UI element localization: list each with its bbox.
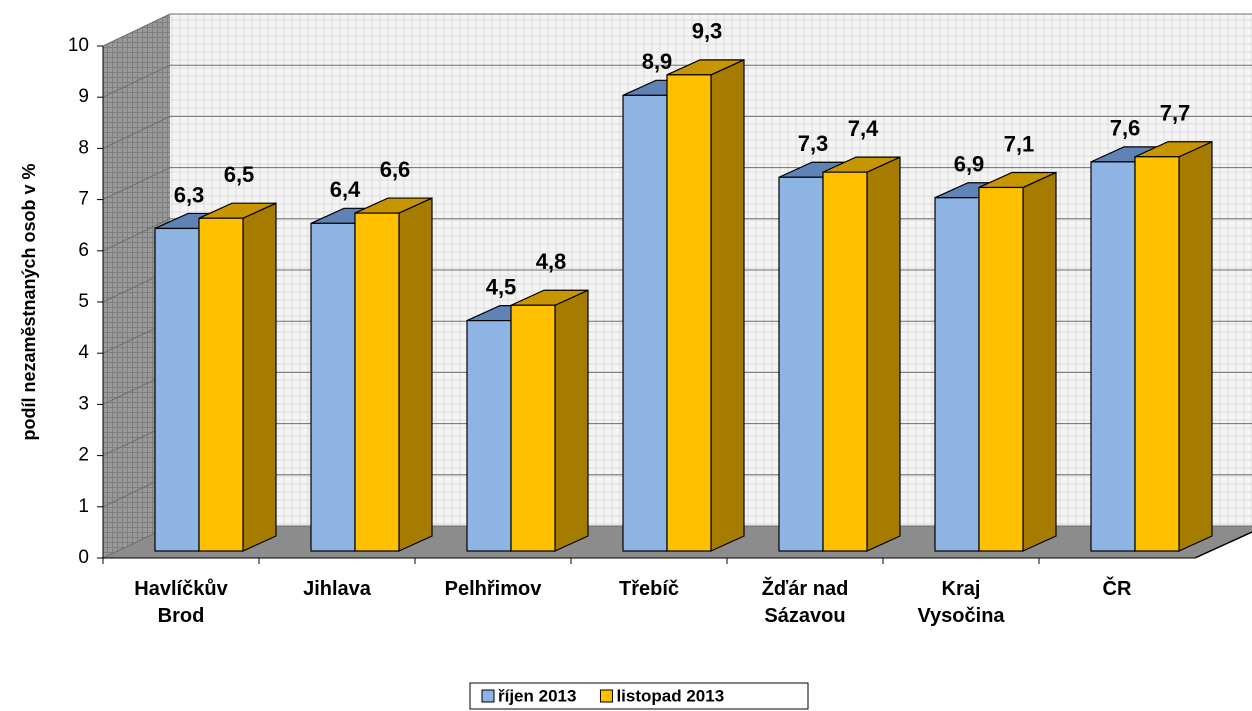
legend-swatch: [599, 689, 613, 703]
legend-label: listopad 2013: [616, 686, 724, 705]
y-tick-label: 8: [78, 137, 89, 158]
bar-front: [154, 227, 200, 552]
bar: [978, 171, 1057, 552]
bar-front: [1134, 156, 1180, 552]
value-label: 6,6: [380, 157, 411, 182]
value-label: 6,4: [330, 177, 361, 202]
legend-swatch: [481, 689, 495, 703]
bar-side: [866, 156, 901, 552]
value-label: 4,5: [486, 274, 517, 299]
value-label: 6,3: [174, 182, 205, 207]
y-tick-label: 0: [78, 547, 89, 568]
bar-front: [466, 320, 512, 552]
bar-side: [242, 202, 277, 552]
y-axis-label: podíl nezaměstnaných osob v %: [19, 163, 39, 440]
value-label: 7,6: [1110, 116, 1141, 141]
bar-side: [1178, 140, 1213, 552]
value-label: 8,9: [642, 49, 673, 74]
bar-side: [554, 289, 589, 552]
x-tick-label: Havlíčkův Brod: [134, 578, 228, 627]
grid-line: [102, 115, 1252, 149]
y-tick-label: 4: [78, 342, 89, 363]
y-tick-label: 6: [78, 240, 89, 261]
legend-label: říjen 2013: [498, 686, 576, 705]
value-label: 7,7: [1160, 101, 1191, 126]
bar-front: [978, 186, 1024, 552]
bar-front: [622, 94, 668, 552]
x-tick-label: Kraj Vysočina: [917, 578, 1005, 627]
y-tick-label: 2: [78, 445, 89, 466]
y-tick-label: 9: [78, 86, 89, 107]
bar-front: [778, 176, 824, 552]
bar: [666, 58, 745, 552]
bar-front: [510, 304, 556, 552]
bar: [510, 289, 589, 552]
y-tick-label: 10: [68, 35, 89, 56]
bar-front: [310, 222, 356, 552]
bar-front: [666, 74, 712, 552]
bar-front: [1090, 161, 1136, 552]
value-label: 6,5: [224, 162, 255, 187]
value-label: 7,3: [798, 131, 829, 156]
value-label: 7,4: [848, 116, 879, 141]
x-tick-label: Jihlava: [303, 578, 372, 600]
y-tick-label: 3: [78, 393, 89, 414]
bar-front: [198, 217, 244, 552]
x-tick-label: Žďár nad Sázavou: [762, 576, 849, 627]
grid-line: [102, 64, 1252, 98]
bar: [354, 197, 433, 552]
bar: [822, 156, 901, 552]
bar-front: [934, 197, 980, 552]
value-label: 7,1: [1004, 131, 1035, 156]
x-tick-label: Pelhřimov: [445, 578, 543, 600]
value-label: 6,9: [954, 152, 985, 177]
bar-front: [354, 212, 400, 552]
value-label: 9,3: [692, 19, 723, 44]
y-tick-label: 7: [78, 189, 89, 210]
bar-front: [822, 171, 868, 552]
bar: [198, 202, 277, 552]
value-label: 4,8: [536, 249, 567, 274]
bar: [1134, 140, 1213, 552]
bar-side: [398, 197, 433, 552]
x-tick-label: ČR: [1103, 576, 1132, 600]
bar-side: [1022, 171, 1057, 552]
legend: [469, 682, 809, 710]
floor-edge: [1194, 531, 1252, 559]
grid-line: [102, 13, 1252, 47]
y-tick-label: 1: [78, 496, 89, 517]
x-tick-label: Třebíč: [619, 578, 679, 600]
y-tick-label: 5: [78, 291, 89, 312]
bar-side: [710, 58, 745, 552]
